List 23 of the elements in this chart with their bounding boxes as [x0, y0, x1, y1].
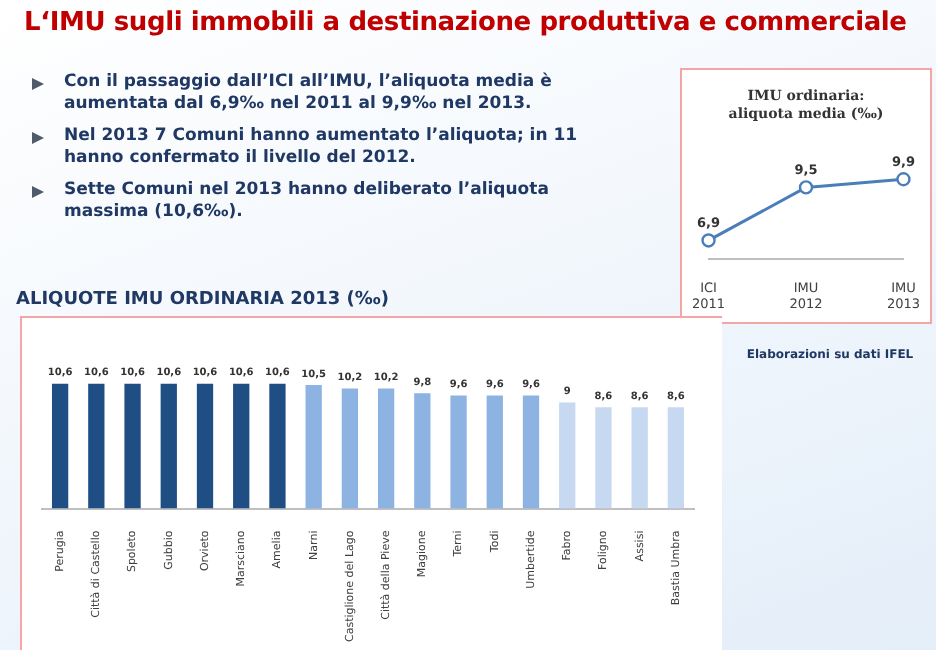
text: L‘IMU sugli immobili a destinazione produttiva e commerciale: [24, 8, 907, 38]
bar: [341, 388, 359, 509]
text: Sette Comuni nel 2013 hanno deliberato l’aliquota massima (10,6‰).: [64, 180, 551, 224]
bar: [269, 383, 286, 509]
bar: [414, 393, 431, 509]
bar: [196, 383, 214, 509]
bar: [667, 407, 685, 509]
bar: [88, 383, 105, 509]
bar: [522, 395, 540, 509]
bar: [305, 384, 322, 509]
bar: [595, 407, 612, 509]
bar: [559, 402, 576, 509]
bar: [450, 395, 467, 509]
bar: [486, 395, 503, 509]
text: Con il passaggio dall’ICI all’IMU, l’aliquota media è aumentata dal 6,9‰ nel 2011 al 9,9‰ nel 2013.: [64, 72, 554, 116]
bar: [631, 407, 648, 509]
chart-title: ALIQUOTE IMU ORDINARIA 2013 (‰): [16, 290, 389, 310]
text: Nel 2013 7 Comuni hanno aumentato l’aliquota; in 11 hanno confermato il livello del 2012.: [64, 126, 580, 170]
bar: [51, 383, 69, 509]
bar: [160, 383, 177, 509]
bar: [233, 383, 250, 509]
bar: [377, 388, 395, 509]
bar: [124, 383, 141, 509]
